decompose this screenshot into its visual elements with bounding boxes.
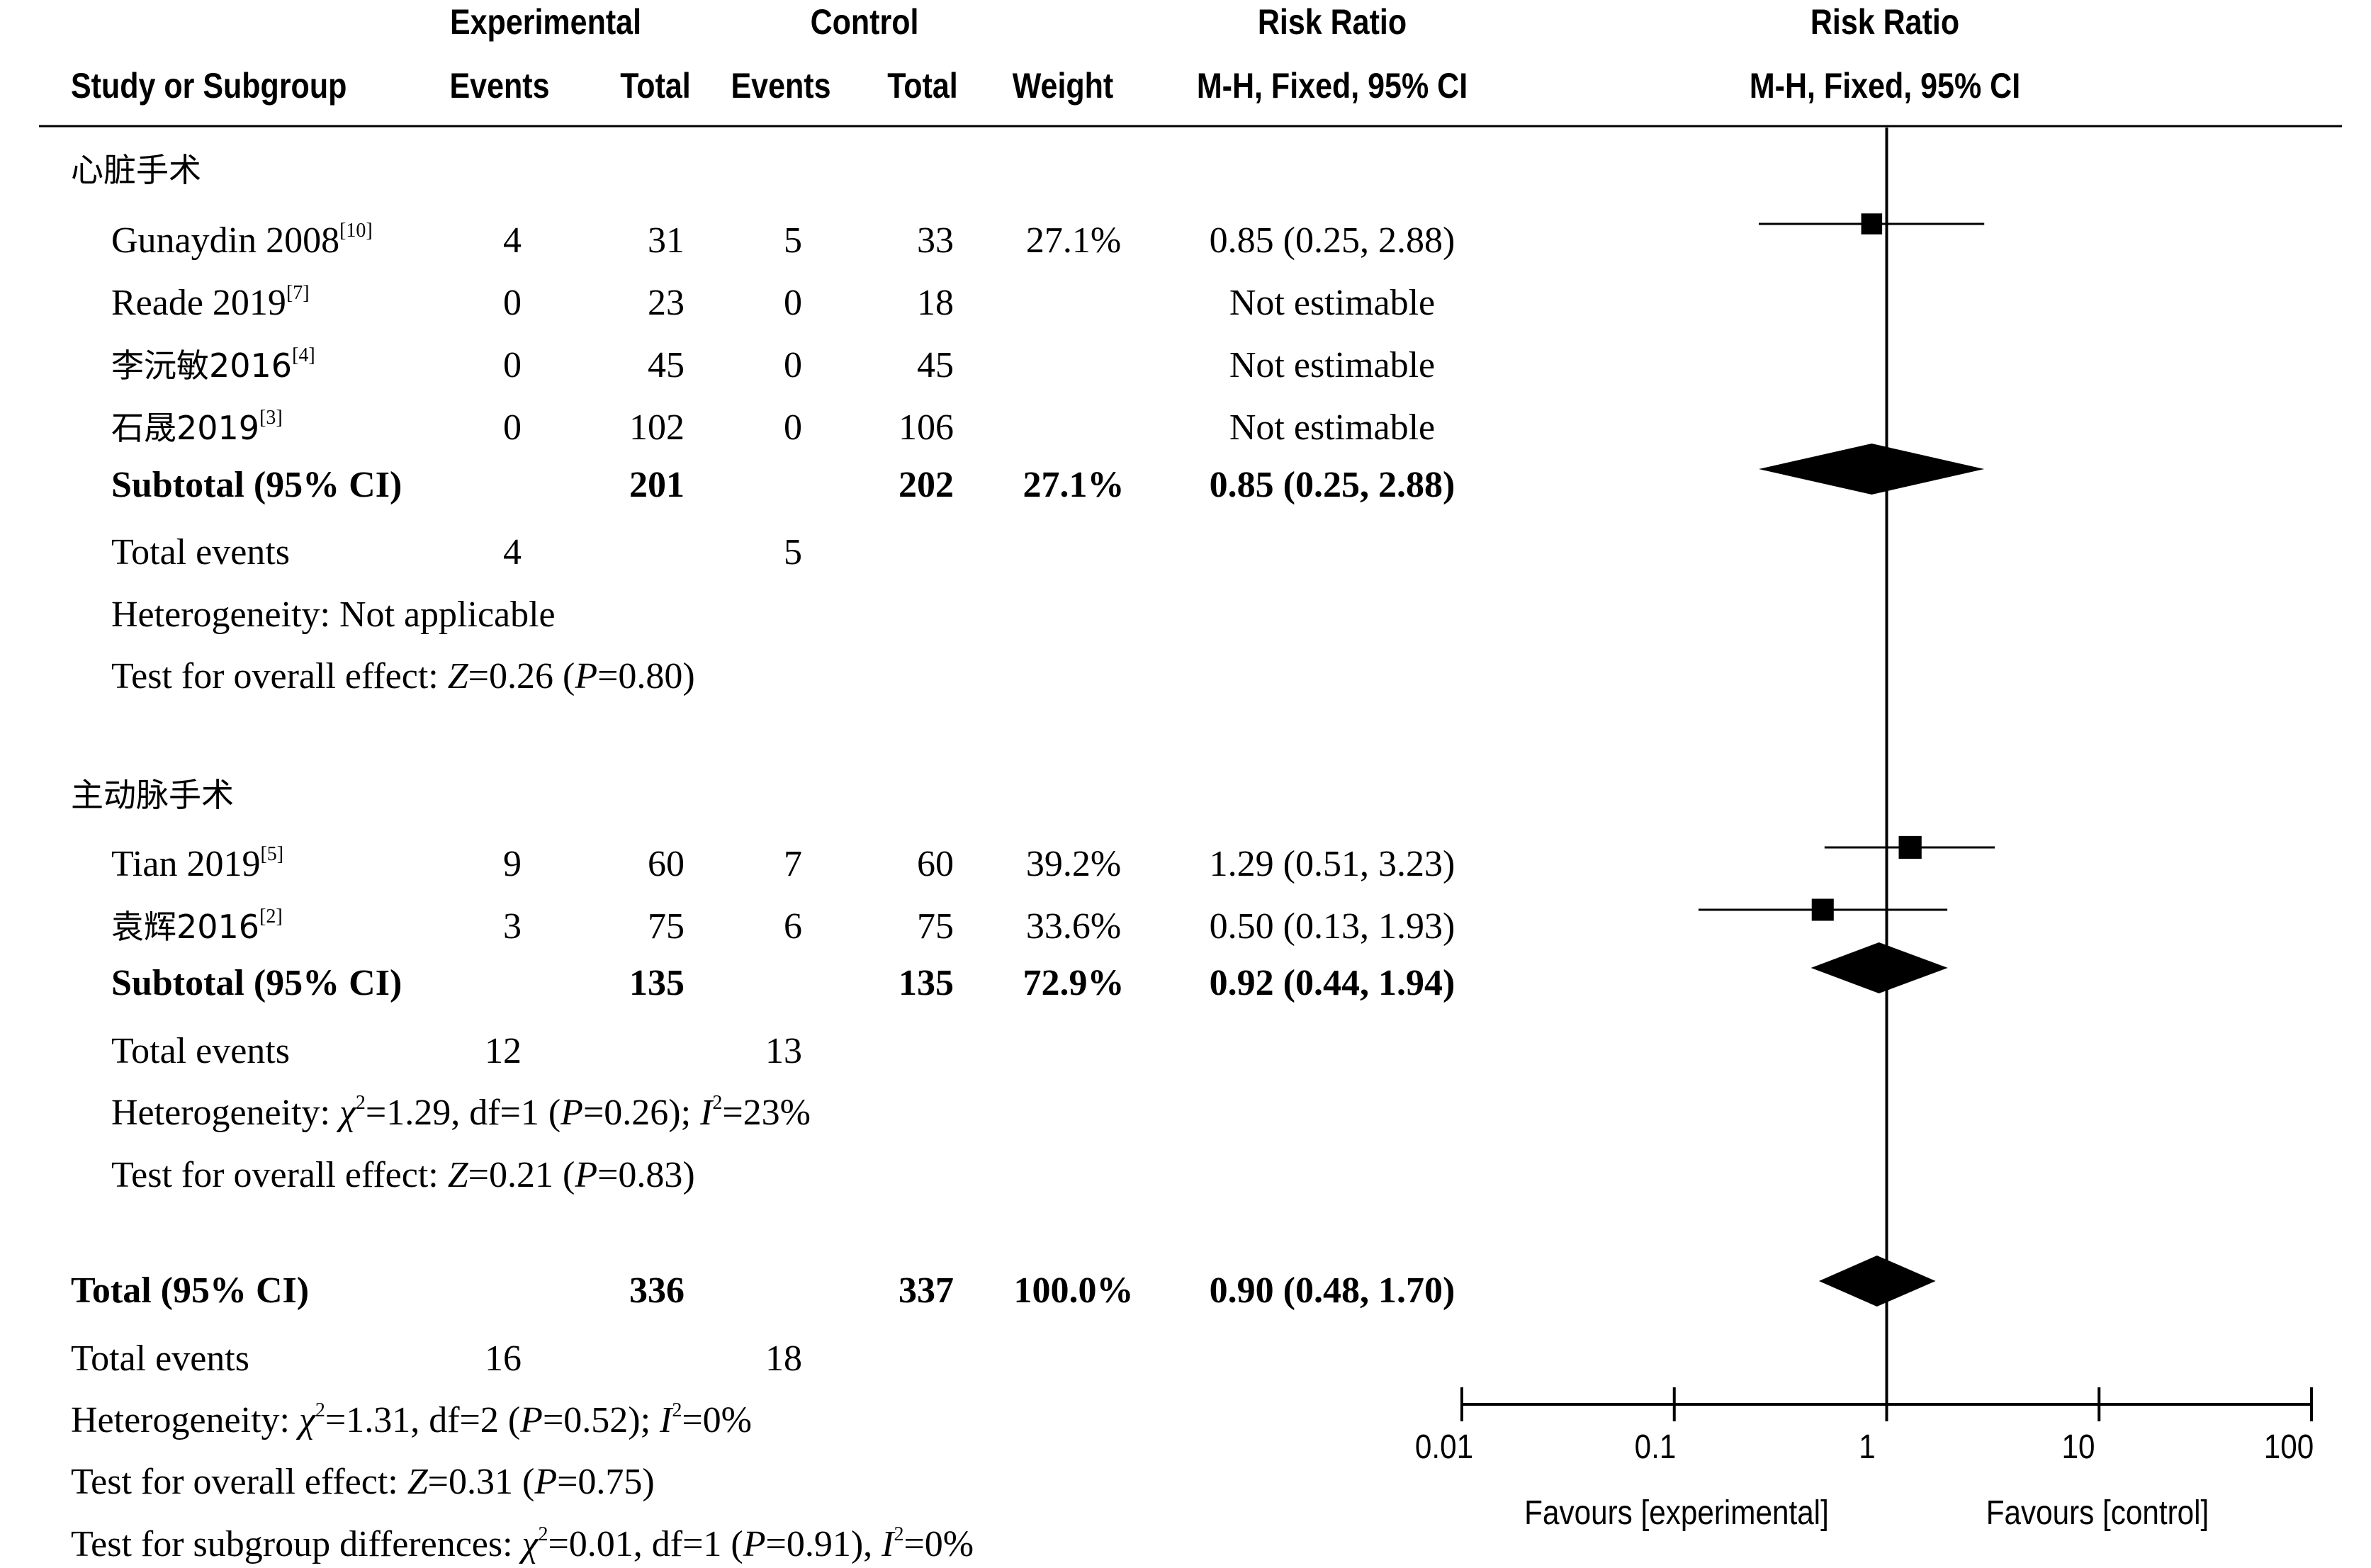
control-events: 0 xyxy=(784,283,802,323)
risk-ratio-ci: Not estimable xyxy=(1229,345,1436,385)
total-control-total: 337 xyxy=(899,1270,954,1311)
experimental-events: 9 xyxy=(503,844,522,884)
header-method-plot: M-H, Fixed, 95% CI xyxy=(1749,66,2021,106)
total-weight: 100.0% xyxy=(1013,1270,1134,1311)
subtotal-diamond xyxy=(1810,942,1948,993)
control-total: 18 xyxy=(917,283,954,323)
experimental-events: 4 xyxy=(503,220,522,261)
study-name: 李沅敏2016[4] xyxy=(111,344,315,385)
header-events-control: Events xyxy=(731,66,831,106)
total-events-experimental: 12 xyxy=(485,1031,522,1071)
overall-effect: Test for overall effect: Z=0.21 (P=0.83) xyxy=(111,1155,695,1195)
control-events: 0 xyxy=(784,345,802,385)
heterogeneity: Heterogeneity: χ2=1.29, df=1 (P=0.26); I… xyxy=(111,1092,811,1133)
weight: 39.2% xyxy=(1025,844,1122,884)
experimental-events: 0 xyxy=(503,283,522,323)
subtotal-label: Subtotal (95% CI) xyxy=(111,465,402,505)
control-total: 33 xyxy=(917,220,954,261)
subgroup-2-title: 主动脉手术 xyxy=(71,776,234,814)
subtotal-ci: 0.92 (0.44, 1.94) xyxy=(1209,963,1455,1003)
overall-effect-total: Test for overall effect: Z=0.31 (P=0.75) xyxy=(71,1462,655,1502)
overall-total-events-label: Total events xyxy=(71,1338,249,1379)
point-estimate xyxy=(1861,213,1883,235)
control-total: 60 xyxy=(917,844,954,884)
x-tick-label: 1 xyxy=(1859,1428,1876,1466)
control-total: 106 xyxy=(899,407,954,448)
control-total: 45 xyxy=(917,345,954,385)
header-events-experimental: Events xyxy=(449,66,550,106)
point-estimate xyxy=(1811,898,1834,921)
overall-total-events-experimental: 16 xyxy=(485,1338,522,1379)
experimental-events: 0 xyxy=(503,345,522,385)
experimental-events: 3 xyxy=(503,906,522,947)
overall-total-events-control: 18 xyxy=(765,1338,802,1379)
total-experimental-total: 336 xyxy=(629,1270,685,1311)
total-events-label: Total events xyxy=(111,532,290,573)
total-diamond xyxy=(1818,1256,1936,1307)
risk-ratio-ci: 1.29 (0.51, 3.23) xyxy=(1209,844,1455,884)
experimental-total: 75 xyxy=(648,906,685,947)
point-estimate xyxy=(1898,835,1922,859)
experimental-total: 102 xyxy=(629,407,685,448)
header-study: Study or Subgroup xyxy=(71,66,347,106)
header-risk-ratio-plot: Risk Ratio xyxy=(1810,2,1960,42)
x-tick-label: 0.1 xyxy=(1634,1428,1677,1466)
weight: 27.1% xyxy=(1025,220,1122,261)
subtotal-diamond xyxy=(1759,444,1985,495)
x-tick-label: 100 xyxy=(2263,1428,2314,1466)
header-experimental: Experimental xyxy=(449,2,642,42)
favours-control-label: Favours [control] xyxy=(1986,1494,2209,1532)
risk-ratio-ci: 0.85 (0.25, 2.88) xyxy=(1209,220,1455,261)
weight: 33.6% xyxy=(1025,906,1122,947)
subtotal-weight: 72.9% xyxy=(1023,963,1125,1003)
experimental-total: 45 xyxy=(648,345,685,385)
total-events-control: 13 xyxy=(765,1031,802,1071)
control-total: 75 xyxy=(917,906,954,947)
study-name: 袁辉2016[2] xyxy=(111,906,283,947)
header-control: Control xyxy=(810,2,919,42)
total-ci: 0.90 (0.48, 1.70) xyxy=(1209,1270,1455,1311)
experimental-total: 60 xyxy=(648,844,685,884)
subgroup-differences: Test for subgroup differences: χ2=0.01, … xyxy=(71,1523,974,1564)
total-events-control: 5 xyxy=(784,532,802,573)
study-name: 石晟2019[3] xyxy=(111,407,283,448)
header-method-table: M-H, Fixed, 95% CI xyxy=(1196,66,1468,106)
subtotal-weight: 27.1% xyxy=(1023,465,1125,505)
study-name: Tian 2019[5] xyxy=(111,843,284,884)
total-label: Total (95% CI) xyxy=(71,1270,310,1311)
subtotal-ci: 0.85 (0.25, 2.88) xyxy=(1209,465,1455,505)
total-events-label: Total events xyxy=(111,1031,290,1071)
subgroup-1-title: 心脏手术 xyxy=(71,151,201,189)
risk-ratio-ci: 0.50 (0.13, 1.93) xyxy=(1209,906,1455,947)
favours-experimental-label: Favours [experimental] xyxy=(1524,1494,1829,1532)
risk-ratio-ci: Not estimable xyxy=(1229,283,1436,323)
header-weight: Weight xyxy=(1012,66,1114,106)
x-tick-label: 10 xyxy=(2061,1428,2095,1466)
control-events: 5 xyxy=(784,220,802,261)
control-events: 0 xyxy=(784,407,802,448)
overall-heterogeneity: Heterogeneity: χ2=1.31, df=2 (P=0.52); I… xyxy=(71,1399,753,1440)
total-events-experimental: 4 xyxy=(503,532,522,573)
subtotal-experimental-total: 135 xyxy=(629,963,685,1003)
heterogeneity: Heterogeneity: Not applicable xyxy=(111,594,556,635)
overall-effect: Test for overall effect: Z=0.26 (P=0.80) xyxy=(111,656,695,696)
header-total-experimental: Total xyxy=(620,66,691,106)
study-name: Reade 2019[7] xyxy=(111,282,310,323)
risk-ratio-ci: Not estimable xyxy=(1229,407,1436,448)
subtotal-experimental-total: 201 xyxy=(629,465,685,505)
subtotal-label: Subtotal (95% CI) xyxy=(111,963,402,1003)
header-risk-ratio-table: Risk Ratio xyxy=(1257,2,1407,42)
subtotal-control-total: 202 xyxy=(899,465,954,505)
experimental-total: 23 xyxy=(648,283,685,323)
study-name: Gunaydin 2008[10] xyxy=(111,220,373,261)
header-total-control: Total xyxy=(887,66,958,106)
experimental-total: 31 xyxy=(648,220,685,261)
control-events: 7 xyxy=(784,844,802,884)
subtotal-control-total: 135 xyxy=(899,963,954,1003)
control-events: 6 xyxy=(784,906,802,947)
experimental-events: 0 xyxy=(503,407,522,448)
x-tick-label: 0.01 xyxy=(1414,1428,1474,1466)
